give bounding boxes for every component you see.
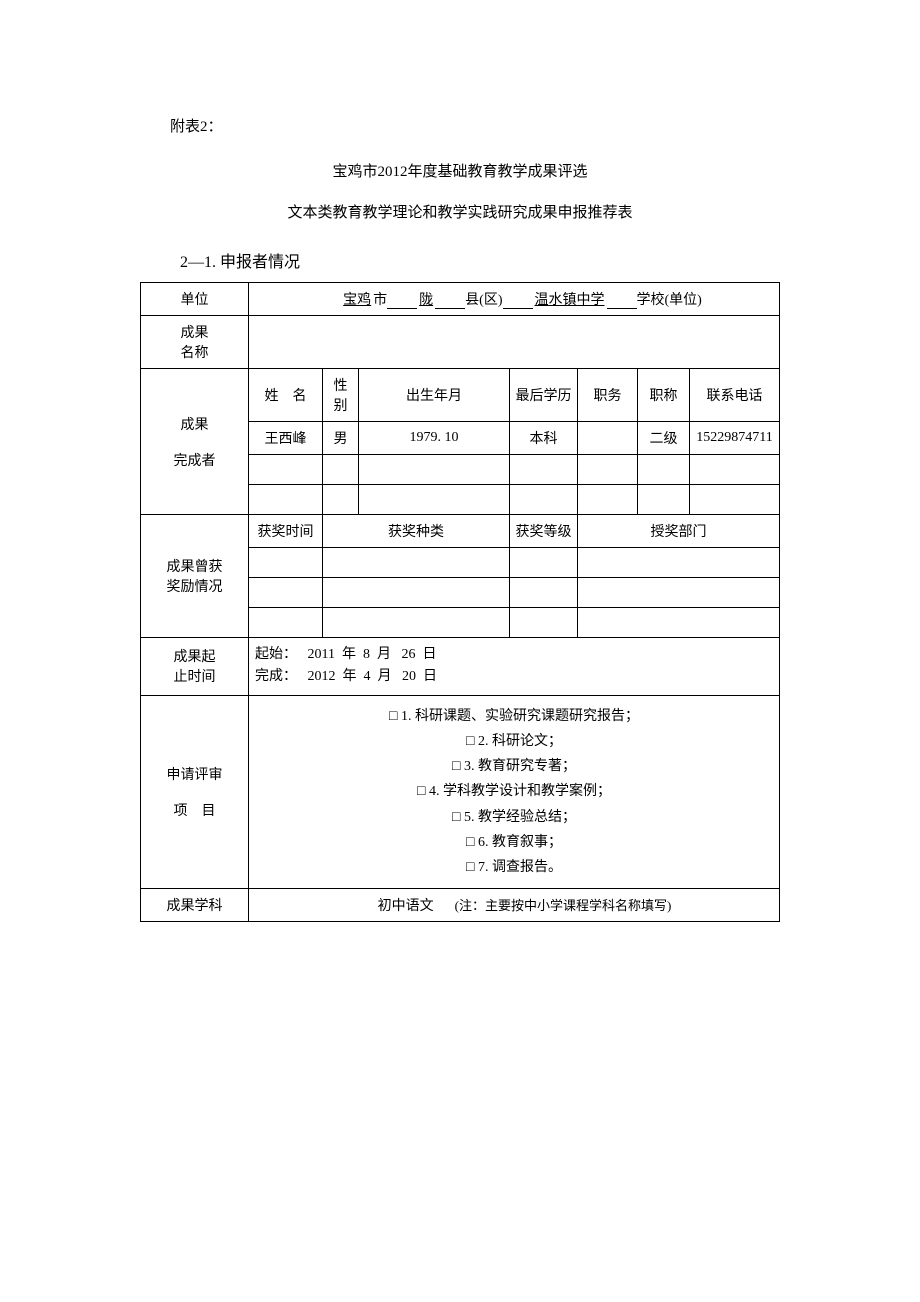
achievement-name-label: 成果 名称 — [141, 316, 249, 369]
awards-header-row: 成果曾获 奖励情况 获奖时间 获奖种类 获奖等级 授奖部门 — [141, 515, 780, 548]
a1-type — [323, 578, 510, 608]
a2-dept — [578, 608, 780, 638]
c0-title: 二级 — [638, 422, 690, 455]
a0-dept — [578, 548, 780, 578]
subject-label: 成果学科 — [141, 889, 249, 922]
col-gender: 性别 — [323, 369, 359, 422]
subject-row: 成果学科 初中语文 (注：主要按中小学课程学科名称填写) — [141, 889, 780, 922]
col-phone: 联系电话 — [690, 369, 780, 422]
c1-edu — [510, 455, 578, 485]
a1-time — [249, 578, 323, 608]
main-title: 宝鸡市2012年度基础教育教学成果评选 — [140, 160, 780, 181]
c1-birth — [359, 455, 510, 485]
c1-duty — [578, 455, 638, 485]
review-item-2: □ 2. 科研论文； — [259, 729, 769, 754]
c2-birth — [359, 485, 510, 515]
contributor-header-row: 成果 完成者 姓 名 性别 出生年月 最后学历 职务 职称 联系电话 — [141, 369, 780, 422]
county-suffix: 县(区) — [465, 293, 502, 308]
a0-type — [323, 548, 510, 578]
sub-title: 文本类教育教学理论和教学实践研究成果申报推荐表 — [140, 201, 780, 222]
c0-gender: 男 — [323, 422, 359, 455]
a2-time — [249, 608, 323, 638]
unit-value: 宝鸡市 陇 县(区) 温水镇中学 学校(单位) — [249, 283, 780, 316]
c1-title — [638, 455, 690, 485]
a0-time — [249, 548, 323, 578]
city-suffix: 市 — [373, 293, 387, 308]
award-col-dept: 授奖部门 — [578, 515, 780, 548]
c2-edu — [510, 485, 578, 515]
c2-duty — [578, 485, 638, 515]
contributors-label: 成果 完成者 — [141, 369, 249, 515]
col-education: 最后学历 — [510, 369, 578, 422]
application-form: 单位 宝鸡市 陇 县(区) 温水镇中学 学校(单位) 成果 名称 成果 完成者 姓 名 … — [140, 282, 780, 922]
subject-value-cell: 初中语文 (注：主要按中小学课程学科名称填写) — [249, 889, 780, 922]
achievement-name-row: 成果 名称 — [141, 316, 780, 369]
col-birth: 出生年月 — [359, 369, 510, 422]
timeline-label: 成果起 止时间 — [141, 638, 249, 696]
c1-name — [249, 455, 323, 485]
c0-birth: 1979. 10 — [359, 422, 510, 455]
c2-name — [249, 485, 323, 515]
a0-grade — [510, 548, 578, 578]
subject-note: (注：主要按中小学课程学科名称填写) — [455, 898, 672, 913]
review-items-row: 申请评审 项 目 □ 1. 科研课题、实验研究课题研究报告； □ 2. 科研论文… — [141, 695, 780, 888]
review-item-5: □ 5. 教学经验总结； — [259, 805, 769, 830]
c2-gender — [323, 485, 359, 515]
c0-phone: 15229874711 — [690, 422, 780, 455]
c0-name: 王西峰 — [249, 422, 323, 455]
page: 附表2： 宝鸡市2012年度基础教育教学成果评选 文本类教育教学理论和教学实践研… — [0, 0, 920, 1302]
col-duty: 职务 — [578, 369, 638, 422]
a1-dept — [578, 578, 780, 608]
review-item-3: □ 3. 教育研究专著； — [259, 754, 769, 779]
review-item-7: □ 7. 调查报告。 — [259, 855, 769, 880]
section-header: 2—1. 申报者情况 — [180, 248, 780, 272]
attachment-label: 附表2： — [170, 115, 780, 136]
review-items-list: □ 1. 科研课题、实验研究课题研究报告； □ 2. 科研论文； □ 3. 教育… — [249, 695, 780, 888]
county-value: 陇 — [417, 293, 435, 308]
school-value: 温水镇中学 — [533, 293, 607, 308]
review-item-6: □ 6. 教育叙事； — [259, 830, 769, 855]
awards-label: 成果曾获 奖励情况 — [141, 515, 249, 638]
timeline-value: 起始： 2011 年 8 月 26 日 完成： 2012 年 4 月 20 日 — [249, 638, 780, 696]
unit-row: 单位 宝鸡市 陇 县(区) 温水镇中学 学校(单位) — [141, 283, 780, 316]
city-value: 宝鸡 — [341, 293, 373, 308]
review-item-4: □ 4. 学科教学设计和教学案例； — [259, 779, 769, 804]
subject-value: 初中语文 — [378, 899, 434, 914]
c0-duty — [578, 422, 638, 455]
award-col-grade: 获奖等级 — [510, 515, 578, 548]
school-suffix: 学校(单位) — [637, 293, 702, 308]
a2-grade — [510, 608, 578, 638]
c0-edu: 本科 — [510, 422, 578, 455]
unit-label: 单位 — [141, 283, 249, 316]
col-title: 职称 — [638, 369, 690, 422]
achievement-name-value — [249, 316, 780, 369]
award-col-type: 获奖种类 — [323, 515, 510, 548]
c1-phone — [690, 455, 780, 485]
c2-title — [638, 485, 690, 515]
c1-gender — [323, 455, 359, 485]
review-item-1: □ 1. 科研课题、实验研究课题研究报告； — [259, 704, 769, 729]
award-col-time: 获奖时间 — [249, 515, 323, 548]
a2-type — [323, 608, 510, 638]
col-name: 姓 名 — [249, 369, 323, 422]
timeline-row: 成果起 止时间 起始： 2011 年 8 月 26 日 完成： 2012 年 4… — [141, 638, 780, 696]
review-items-label: 申请评审 项 目 — [141, 695, 249, 888]
c2-phone — [690, 485, 780, 515]
a1-grade — [510, 578, 578, 608]
